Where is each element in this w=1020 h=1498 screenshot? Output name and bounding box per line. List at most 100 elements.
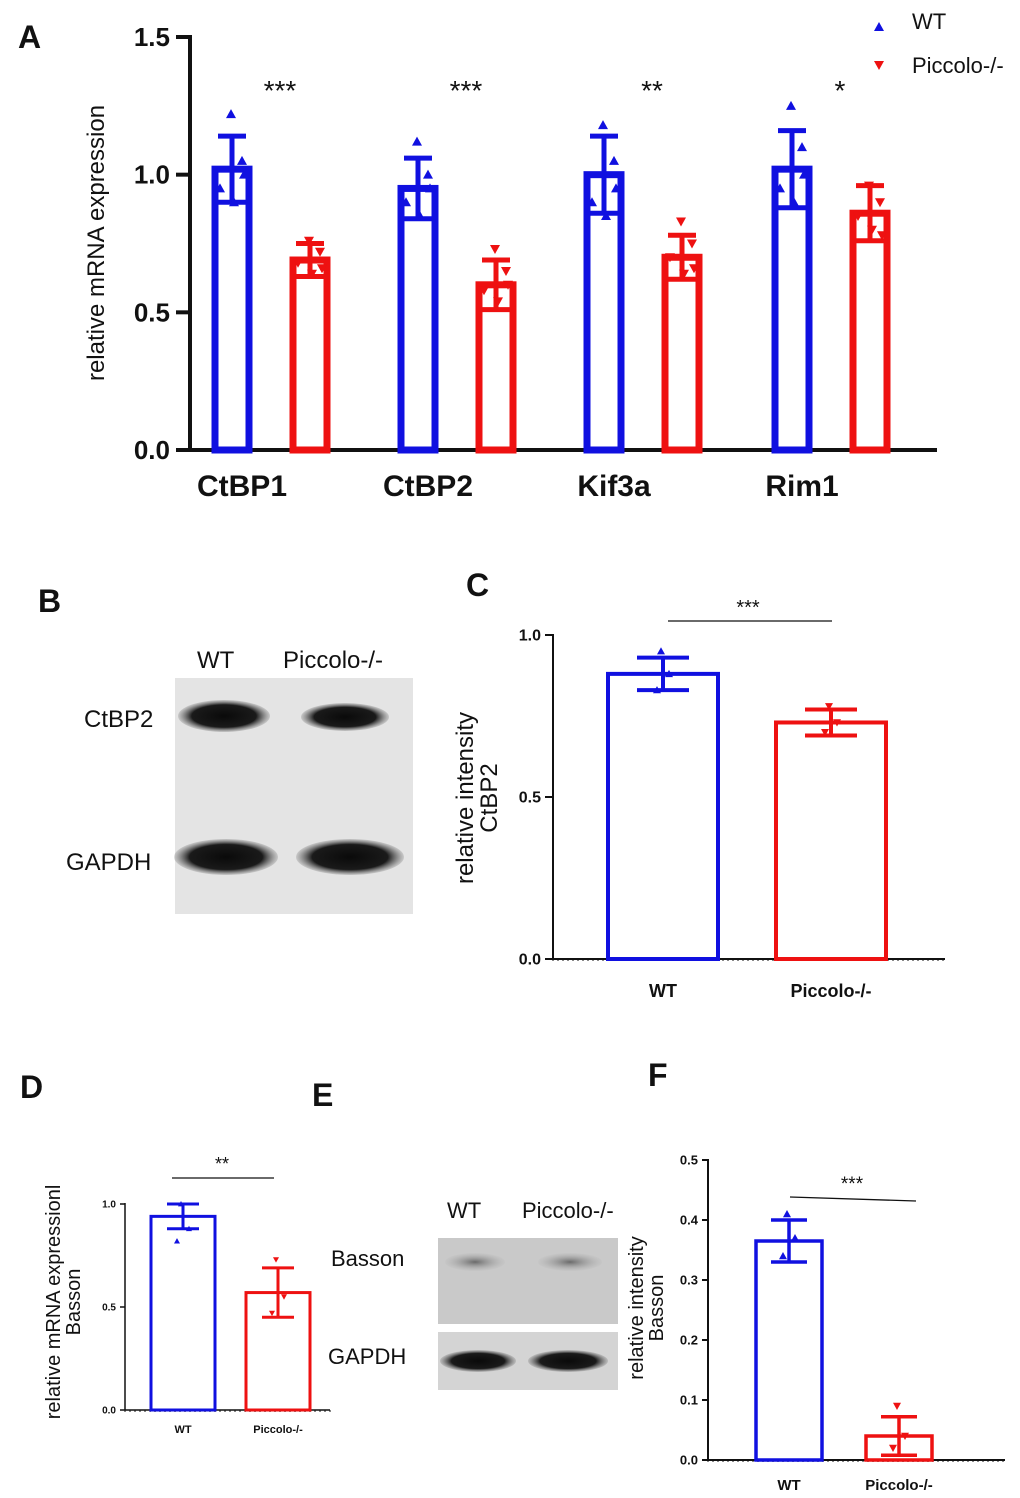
a-data-point bbox=[598, 120, 608, 130]
f-data-point bbox=[783, 1210, 791, 1218]
f-y-tick-label: 0.5 bbox=[680, 1153, 698, 1168]
a-data-point bbox=[425, 183, 435, 193]
c-y-axis-label-2: CtBP2 bbox=[476, 763, 503, 832]
chart-f: 0.0 0.1 0.2 0.3 0.4 0.5 relative intensityBass… bbox=[626, 1153, 1005, 1494]
a-data-point bbox=[867, 225, 877, 235]
a-data-point bbox=[875, 198, 885, 208]
panel-letter-b: B bbox=[38, 583, 61, 619]
a-data-point bbox=[853, 211, 863, 221]
c-bar bbox=[774, 720, 888, 961]
a-bar bbox=[849, 209, 891, 454]
f-y-tick-label: 0.1 bbox=[680, 1393, 698, 1408]
a-data-point bbox=[239, 169, 249, 179]
a-data-point bbox=[687, 239, 697, 249]
f-y-axis-label: relative intensity bbox=[626, 1236, 648, 1379]
a-data-point bbox=[689, 264, 699, 274]
blot-e-membrane-top bbox=[438, 1238, 618, 1324]
a-category-label: CtBP2 bbox=[383, 470, 473, 503]
a-significance-label: *** bbox=[450, 75, 483, 106]
blot-e-lane-wt: WT bbox=[447, 1198, 481, 1223]
a-data-point bbox=[676, 217, 686, 227]
chart-d: 0.0 0.5 1.0 relative mRNA expressionlBasson… bbox=[43, 1154, 331, 1436]
a-category-label: Kif3a bbox=[577, 470, 651, 503]
blot-b-label-gapdh: GAPDH bbox=[66, 849, 151, 876]
c-category-label: Piccolo-/- bbox=[790, 981, 871, 1001]
a-data-point bbox=[679, 269, 689, 279]
f-bar bbox=[754, 1239, 824, 1462]
a-data-point bbox=[493, 297, 503, 307]
d-y-tick-label: 0.0 bbox=[102, 1406, 116, 1417]
blot-e-lane-ko: Piccolo-/- bbox=[522, 1198, 614, 1223]
blot-e-label-gapdh: GAPDH bbox=[328, 1344, 406, 1369]
f-data-point bbox=[779, 1252, 787, 1260]
a-data-point bbox=[415, 210, 425, 220]
d-data-point bbox=[281, 1294, 287, 1300]
d-y-tick-label: 0.5 bbox=[102, 1303, 116, 1314]
f-category-label: WT bbox=[777, 1477, 800, 1494]
a-y-tick-label: 1.5 bbox=[134, 22, 170, 52]
a-significance-label: * bbox=[835, 75, 846, 106]
blot-b-lane-wt: WT bbox=[197, 647, 235, 674]
legend-label-wt: WT bbox=[912, 9, 946, 34]
c-bar bbox=[606, 671, 720, 961]
chart-a: 0.0 0.5 1.0 1.5 relative mRNA expression CtBP… bbox=[83, 22, 937, 503]
panel-letter-f: F bbox=[648, 1057, 668, 1093]
d-y-axis-label: relative mRNA expressionl bbox=[43, 1185, 65, 1420]
a-data-point bbox=[601, 210, 611, 220]
c-data-point bbox=[821, 729, 829, 737]
a-bar bbox=[211, 165, 253, 454]
c-data-point bbox=[665, 669, 673, 678]
blot-e-band-gapdh-wt bbox=[440, 1350, 516, 1372]
western-blot-b: WT Piccolo-/- CtBP2 GAPDH bbox=[66, 647, 413, 914]
c-y-tick-label: 1.0 bbox=[519, 628, 541, 645]
f-y-tick-label: 0.2 bbox=[680, 1333, 698, 1348]
a-data-point bbox=[215, 183, 225, 193]
western-blot-e: WT Piccolo-/- Basson GAPDH bbox=[328, 1198, 618, 1390]
c-data-point bbox=[825, 703, 833, 711]
a-data-point bbox=[307, 269, 317, 279]
a-bar bbox=[289, 256, 331, 454]
f-category-label: Piccolo-/- bbox=[865, 1477, 933, 1494]
blot-b-band-ctbp2-ko bbox=[301, 703, 389, 731]
panel-letter-e: E bbox=[312, 1077, 333, 1113]
a-data-point bbox=[786, 100, 796, 110]
legend-marker-wt bbox=[874, 22, 884, 31]
d-data-point bbox=[269, 1310, 275, 1317]
c-data-point bbox=[657, 647, 665, 655]
a-data-point bbox=[229, 197, 239, 207]
a-data-point bbox=[877, 231, 887, 241]
blot-b-lane-ko: Piccolo-/- bbox=[283, 647, 383, 674]
a-data-point bbox=[226, 109, 236, 119]
a-data-point bbox=[789, 197, 799, 207]
d-significance-label: ** bbox=[215, 1154, 229, 1174]
f-data-point bbox=[889, 1444, 897, 1452]
f-y-tick-label: 0.3 bbox=[680, 1273, 698, 1288]
blot-e-band-basson-ko bbox=[538, 1253, 602, 1271]
a-y-tick-label: 0.5 bbox=[134, 297, 170, 327]
a-data-point bbox=[412, 136, 422, 146]
a-data-point bbox=[423, 169, 433, 179]
a-data-point bbox=[304, 236, 314, 246]
f-significance-label: *** bbox=[841, 1174, 864, 1195]
d-data-point bbox=[273, 1257, 279, 1263]
a-significance-label: ** bbox=[641, 75, 663, 106]
f-y-tick-label: 0.0 bbox=[680, 1453, 698, 1468]
legend-marker-ko bbox=[874, 61, 884, 70]
d-data-point bbox=[178, 1201, 184, 1207]
a-data-point bbox=[799, 169, 809, 179]
c-y-tick-label: 0.5 bbox=[519, 790, 541, 807]
a-data-point bbox=[609, 155, 619, 165]
a-y-tick-label: 1.0 bbox=[134, 160, 170, 190]
a-bar bbox=[397, 184, 439, 454]
c-significance-label: *** bbox=[736, 597, 760, 619]
a-data-point bbox=[315, 247, 325, 257]
a-data-point bbox=[490, 245, 500, 255]
a-data-point bbox=[611, 183, 621, 193]
d-category-label: Piccolo-/- bbox=[253, 1424, 303, 1436]
blot-b-label-ctbp2: CtBP2 bbox=[84, 706, 153, 733]
c-data-point bbox=[833, 719, 841, 727]
d-category-label: WT bbox=[174, 1424, 191, 1436]
blot-b-band-gapdh-ko bbox=[296, 839, 404, 875]
